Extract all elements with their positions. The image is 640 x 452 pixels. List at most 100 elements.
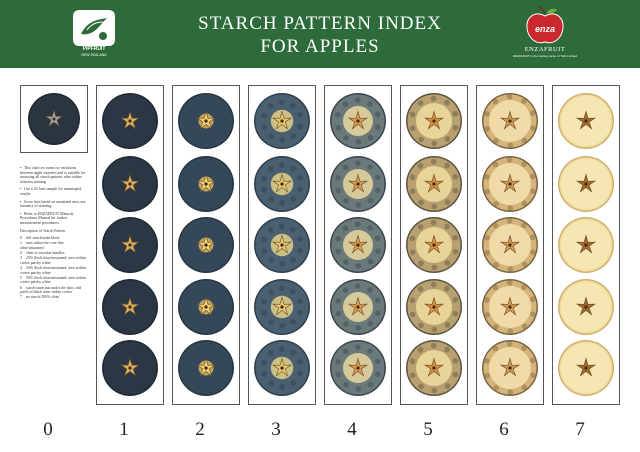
apple-slice-graphic: [178, 340, 234, 396]
apple-slice-stage-7: [558, 156, 614, 212]
apple-slice-stage-3: [254, 217, 310, 273]
apple-slice-stage-3: [254, 156, 310, 212]
apple-slice-stage-1: [102, 217, 158, 273]
apple-slice-stage-3: [254, 93, 310, 149]
stage-number: 1: [119, 419, 129, 440]
apple-slice-stage-2: [178, 279, 234, 335]
apple-slice-graphic: [102, 279, 158, 335]
apple-slice-graphic: [406, 279, 462, 335]
apple-slice-graphic: [406, 340, 462, 396]
bird-icon: [81, 18, 107, 40]
key-item: 4 33% flesh clear/unstained; area within …: [20, 266, 86, 275]
stage-number: 2: [195, 419, 205, 440]
note-item: • Use a 20 fruit sample for meaningful re…: [20, 187, 82, 196]
note-item: • Score fruit based on unstained area, no…: [20, 199, 86, 209]
stage-number: 0: [43, 419, 53, 440]
key-item: 5 50% flesh clear/unstained; area within …: [20, 275, 86, 285]
apple-slice-graphic: [558, 156, 614, 212]
apple-slice-stage-3: [254, 279, 310, 335]
note-item: • Refer to ENZAFRUIT Maturity Procedures …: [20, 211, 74, 225]
apple-slice-graphic: [330, 93, 386, 149]
apple-slice-graphic: [254, 217, 310, 273]
apple-slice-graphic: [102, 217, 158, 273]
stage-number: 7: [575, 419, 585, 440]
apple-slice-stage-4: [330, 93, 386, 149]
apple-slice-graphic: [178, 217, 234, 273]
apple-slice-graphic: [406, 156, 462, 212]
apple-slice-graphic: [178, 93, 234, 149]
apple-slice-graphic: [102, 340, 158, 396]
apple-slice-stage-1: [102, 156, 158, 212]
apple-icon: enza: [526, 6, 564, 44]
enzafruit-name: ENZAFRUIT: [524, 46, 566, 53]
apple-slice-stage-1: [102, 340, 158, 396]
stage-number: 3: [271, 419, 281, 440]
key-item: 1 area within the core line clear/unstain…: [20, 241, 64, 250]
apple-slice-graphic: [254, 340, 310, 396]
apple-slice-graphic: [558, 217, 614, 273]
enzafruit-logo: enza ENZAFRUIT ENZAFRUIT is the trading …: [510, 6, 580, 64]
apple-slice-stage-2: [178, 156, 234, 212]
apple-slice-stage-5: [406, 156, 462, 212]
apple-slice-stage-7: [558, 279, 614, 335]
apple-slice-stage-3: [254, 340, 310, 396]
apple-slice-stage-1: [102, 279, 158, 335]
apple-slice-graphic: [102, 93, 158, 149]
apple-slice-graphic: [558, 340, 614, 396]
apple-slice-graphic: [178, 156, 234, 212]
apple-slice-graphic: [330, 217, 386, 273]
key-item: 7 no starch/100% clear: [20, 295, 59, 300]
key-item: 0 full starch/stain black: [20, 236, 60, 241]
key-title: Description of Starch Pattern: [20, 228, 66, 233]
apple-slice-graphic: [558, 279, 614, 335]
apple-slice-stage-5: [406, 340, 462, 396]
apple-slice-stage-5: [406, 217, 462, 273]
apple-slice-graphic: [482, 156, 538, 212]
note-item: • This chart accounts for variations betw…: [20, 166, 86, 184]
apple-slice-stage-4: [330, 217, 386, 273]
apple-slice-graphic: [330, 156, 386, 212]
apple-slice-stage-2: [178, 93, 234, 149]
page-title-line2: FOR APPLES: [260, 36, 380, 57]
apple-slice-stage-7: [558, 217, 614, 273]
apple-slice-stage-1: [102, 93, 158, 149]
apple-slice-graphic: [178, 279, 234, 335]
apple-slice-stage-2: [178, 217, 234, 273]
enza-badge-text: enza: [535, 24, 555, 34]
pipfruit-name: PIPFRUIT: [82, 46, 106, 52]
apple-slice-graphic: [330, 279, 386, 335]
apple-slice-graphic: [482, 279, 538, 335]
apple-slice-stage-7: [558, 340, 614, 396]
apple-slice-graphic: [102, 156, 158, 212]
apple-slice-graphic: [254, 93, 310, 149]
apple-slice-graphic: [406, 93, 462, 149]
stage-number: 6: [499, 419, 509, 440]
key-item: 6 starch/stain just under the skin; odd p…: [20, 285, 82, 295]
key-item: 2 clear to vascular bundles: [20, 251, 65, 256]
apple-slice-graphic: [558, 93, 614, 149]
apple-slice-graphic: [482, 217, 538, 273]
pipfruit-badge: [73, 10, 115, 46]
apple-slice-stage-5: [406, 279, 462, 335]
apple-slice-stage-6: [482, 93, 538, 149]
apple-slice-stage-0: [28, 93, 80, 145]
apple-slice-stage-4: [330, 156, 386, 212]
apple-slice-stage-4: [330, 279, 386, 335]
header-bar: PIPFRUIT NEW ZEALAND STARCH PATTERN INDE…: [0, 0, 640, 68]
pipfruit-sub: NEW ZEALAND: [81, 53, 107, 57]
apple-slice-graphic: [406, 217, 462, 273]
apple-slice-stage-6: [482, 217, 538, 273]
apple-slice-stage-6: [482, 279, 538, 335]
stage-number: 5: [423, 419, 433, 440]
enzafruit-sub: ENZAFRUIT is the trading name of T&G Lim…: [513, 54, 577, 58]
apple-slice-graphic: [254, 156, 310, 212]
apple-slice-graphic: [330, 340, 386, 396]
pipfruit-logo: PIPFRUIT NEW ZEALAND: [73, 10, 115, 58]
starch-key: 0 full starch/stain black 1 area within th…: [20, 236, 86, 300]
apple-slice-stage-5: [406, 93, 462, 149]
apple-slice-graphic: [482, 340, 538, 396]
apple-slice-stage-6: [482, 340, 538, 396]
stage-number: 4: [347, 419, 357, 440]
key-item: 3 25% flesh clear/unstained; area within …: [20, 256, 86, 265]
apple-slice-stage-4: [330, 340, 386, 396]
